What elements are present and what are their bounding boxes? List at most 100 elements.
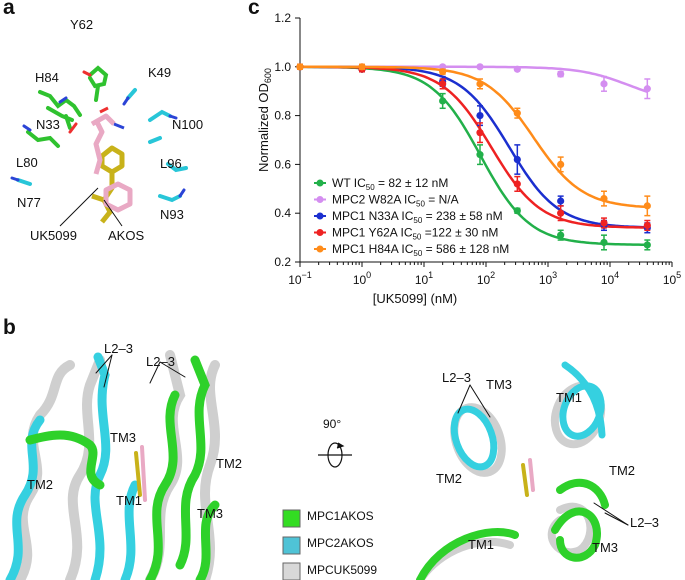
panel-letter-b: b (3, 316, 16, 339)
residue-label-h84: H84 (35, 70, 59, 85)
data-point (513, 207, 521, 215)
legend-swatch-mpcuk5099 (282, 562, 301, 580)
right-label-tm2-b: TM2 (436, 471, 462, 486)
legend-entry: MPC1 H84A IC50 = 586 ± 128 nM (332, 242, 509, 258)
data-point (476, 112, 484, 120)
rotation-label: 90° (323, 417, 342, 431)
residue-label-l96: L96 (160, 156, 182, 171)
x-tick-label: 101 (415, 270, 433, 287)
legend-marker (316, 229, 324, 236)
y-tick-label: 0.2 (274, 255, 291, 269)
residue-label-l80: L80 (16, 155, 38, 170)
right-label-l23-a: L2–3 (442, 370, 471, 385)
data-point (513, 109, 521, 117)
panel-letter-a: a (3, 0, 15, 19)
rotate-90-icon (318, 442, 352, 468)
data-point (439, 68, 447, 76)
legend-swatch-mpc1akos (282, 509, 301, 528)
y-axis-label: Normalized OD600 (256, 68, 273, 172)
chart-fit-curves (300, 65, 648, 246)
residue-label-n93: N93 (160, 207, 184, 222)
legend-marker (316, 179, 324, 187)
data-point (296, 63, 304, 71)
data-point (600, 194, 608, 203)
top-view-structure (416, 361, 629, 580)
side-view-structure (5, 350, 220, 580)
right-label-tm1-b: TM1 (468, 537, 494, 552)
left-label-tm3-b: TM3 (197, 506, 223, 521)
data-point (439, 80, 447, 88)
legend-label-mpc1akos: MPC1AKOS (307, 509, 374, 523)
legend-label-mpcuk5099: MPCUK5099 (307, 563, 378, 577)
residue-label-y62: Y62 (70, 17, 94, 32)
ligand-label-uk5099: UK5099 (30, 228, 77, 243)
data-point (513, 180, 521, 188)
data-point (439, 97, 447, 105)
y-tick-label: 0.6 (274, 157, 291, 171)
panel-a-structure (10, 65, 188, 227)
dose-response-chart: 0.2 0.4 0.6 0.8 1.0 1.2 10−1 100 101 102 103 104 105… (256, 11, 681, 306)
right-label-tm3: TM3 (486, 377, 512, 392)
data-point (476, 80, 484, 88)
legend-swatch-mpc2akos (282, 536, 301, 555)
data-point (557, 70, 565, 78)
data-point (557, 209, 565, 217)
y-tick-label: 1.0 (274, 60, 291, 74)
right-label-tm1: TM1 (556, 390, 582, 405)
data-point (600, 238, 608, 247)
left-label-tm1: TM1 (116, 493, 142, 508)
left-label-l23-b: L2–3 (146, 354, 175, 369)
residue-label-n77: N77 (17, 195, 41, 210)
x-tick-label: 100 (353, 270, 371, 287)
uk5099-ligand (90, 113, 133, 213)
panel-b-structures (5, 350, 629, 580)
ligand-pointer-lines (59, 187, 123, 227)
legend-entry: MPC1 Y62A IC50 =122 ± 30 nM (332, 226, 498, 242)
residue-label-n100: N100 (172, 117, 204, 132)
x-tick-label: 103 (539, 270, 557, 287)
legend-label-mpc2akos: MPC2AKOS (307, 536, 374, 550)
x-tick-label: 104 (601, 270, 619, 287)
data-point (643, 202, 651, 210)
data-point (600, 80, 608, 88)
data-point (643, 241, 651, 249)
legend-marker (316, 212, 324, 220)
y-tick-label: 0.8 (274, 109, 291, 123)
svg-text:Normalized OD600: Normalized OD600 (256, 68, 273, 172)
data-point (513, 65, 521, 73)
data-point (557, 197, 565, 205)
left-label-tm3: TM3 (110, 430, 136, 445)
legend-marker (316, 196, 324, 203)
legend-marker (316, 245, 324, 253)
right-label-tm3-b: TM3 (592, 540, 618, 555)
data-point (600, 219, 608, 227)
data-point (358, 63, 366, 71)
chart-axes: 0.2 0.4 0.6 0.8 1.0 1.2 10−1 100 101 102 103 104 105 (274, 11, 681, 287)
chart-points (296, 63, 651, 251)
left-label-tm2-a: TM2 (27, 477, 53, 492)
panel-letter-c: c (248, 0, 260, 19)
left-label-tm2-b: TM2 (216, 456, 242, 471)
data-point (557, 160, 565, 168)
mpc1-residue-sticks (26, 65, 109, 148)
mpc2-residue-sticks (16, 88, 188, 203)
x-tick-label: 10−1 (288, 270, 312, 287)
right-label-tm2-a: TM2 (609, 463, 635, 478)
x-tick-label: 102 (477, 270, 495, 287)
residue-label-n33: N33 (36, 117, 60, 132)
x-tick-label: 105 (663, 270, 681, 287)
ligand-label-akos: AKOS (108, 228, 145, 243)
data-point (557, 231, 565, 239)
x-axis-label: [UK5099] (nM) (373, 291, 458, 306)
legend-entry: MPC1 N33A IC50 = 238 ± 58 nM (332, 209, 503, 225)
legend-entry: WT IC50 = 82 ± 12 nM (332, 176, 448, 192)
residue-label-k49: K49 (148, 65, 172, 80)
data-point (643, 85, 651, 93)
right-label-l23-b: L2–3 (630, 515, 659, 530)
fit-curve-mpc1-h84a (300, 65, 648, 209)
left-label-l23-a: L2–3 (104, 341, 133, 356)
data-point (476, 63, 484, 71)
legend-entry: MPC2 W82A IC50 = N/A (332, 193, 459, 209)
data-point (513, 155, 521, 164)
